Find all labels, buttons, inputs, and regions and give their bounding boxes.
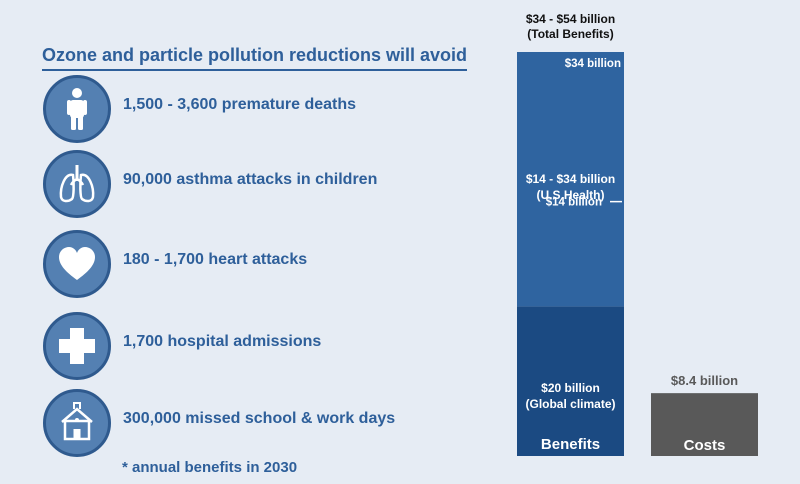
benefit-item-label: 1,700 hospital admissions (123, 333, 322, 350)
lungs-icon (43, 150, 111, 218)
benefit-item-premature-deaths: 1,500 - 3,600 premature deaths (43, 75, 463, 143)
category-label-benefits: Benefits (541, 436, 600, 453)
marker-label-top: $34 billion (565, 58, 621, 70)
benefit-item-heart-attacks: 180 - 1,700 heart attacks (43, 230, 463, 298)
segment-label-health: $14 - $34 billion (526, 172, 615, 186)
segment-label-climate-sub: (Global climate) (525, 397, 615, 411)
category-label-costs: Costs (684, 437, 726, 454)
benefit-item-label: 180 - 1,700 heart attacks (123, 251, 308, 268)
costs-value-label: $8.4 billion (671, 373, 738, 388)
chart-heading: Ozone and particle pollution reductions … (42, 45, 468, 71)
total-benefits-label: $34 - $54 billion (526, 12, 615, 26)
bar-segment-health (517, 52, 624, 307)
benefit-item-hospital: 1,700 hospital admissions (43, 312, 463, 380)
schoolhouse-icon (43, 389, 111, 457)
heart-icon (43, 230, 111, 298)
benefit-item-label: 1,500 - 3,600 premature deaths (123, 96, 357, 113)
medical-cross-icon (43, 312, 111, 380)
segment-label-health-sub: (U.S Health) (536, 188, 604, 202)
footnote: * annual benefits in 2030 (122, 459, 298, 476)
total-benefits-label-sub: (Total Benefits) (527, 27, 613, 41)
benefit-item-missed-days: 300,000 missed school & work days (43, 389, 463, 457)
bar-segment-climate (517, 306, 624, 456)
bar-costs (651, 393, 758, 456)
marker-label-mid: $14 billion (546, 197, 602, 209)
segment-label-climate: $20 billion (541, 381, 600, 395)
benefit-item-label: 300,000 missed school & work days (123, 410, 396, 427)
person-icon (43, 75, 111, 143)
benefit-item-asthma: 90,000 asthma attacks in children (43, 150, 463, 218)
benefit-item-label: 90,000 asthma attacks in children (123, 171, 378, 188)
